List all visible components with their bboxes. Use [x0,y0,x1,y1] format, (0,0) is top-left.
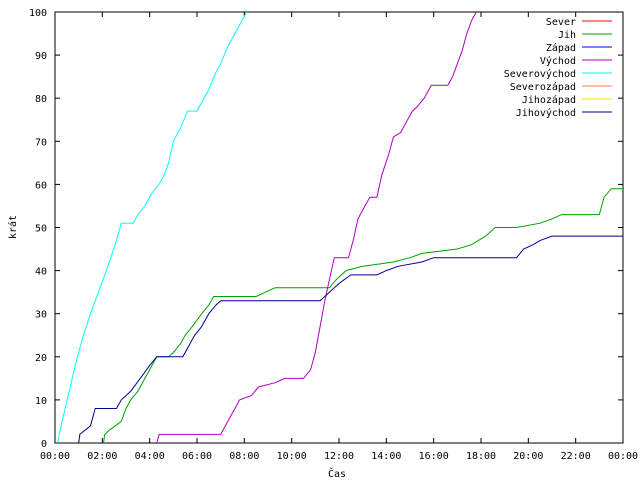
legend-label-jihozápad: Jihozápad [522,94,576,106]
y-tick-label: 90 [35,51,47,62]
legend-label-severozápad: Severozápad [510,81,576,93]
x-axis-label: Čas [328,467,346,480]
y-tick-label: 100 [29,8,47,19]
x-tick-label: 10:00 [277,451,307,462]
y-tick-label: 50 [35,224,47,235]
x-tick-label: 20:00 [513,451,543,462]
y-tick-label: 80 [35,94,47,105]
legend-label-sever: Sever [546,17,576,28]
legend-label-severovýchod: Severovýchod [504,68,576,80]
series-line-východ [156,11,477,444]
x-tick-label: 14:00 [371,451,401,462]
y-tick-label: 30 [35,310,47,321]
x-tick-label: 02:00 [87,451,117,462]
x-tick-label: 04:00 [135,451,165,462]
legend-label-východ: Východ [540,55,576,67]
x-tick-label: 06:00 [182,451,212,462]
y-tick-label: 70 [35,137,47,148]
x-tick-label: 08:00 [229,451,259,462]
legend-label-jihovýchod: Jihovýchod [516,107,576,119]
y-tick-label: 0 [41,439,47,450]
x-tick-label: 12:00 [324,451,354,462]
y-tick-label: 10 [35,396,47,407]
y-tick-label: 40 [35,267,47,278]
series-line-severovýchod [56,11,248,444]
x-tick-label: 22:00 [561,451,591,462]
x-tick-label: 18:00 [466,451,496,462]
series-line-jihovýchod [78,235,623,444]
legend-label-jih: Jih [558,30,576,41]
y-tick-label: 60 [35,180,47,191]
y-tick-label: 20 [35,353,47,364]
legend-label-západ: Západ [546,42,576,54]
series-line-jih [103,188,623,444]
x-tick-label: 00:00 [608,451,638,462]
x-tick-label: 00:00 [40,451,70,462]
series-lines [56,11,623,444]
legend: Sever JihZápadVýchodSeverovýchodSeverozáp… [504,17,612,119]
y-axis-label: krát [7,215,19,239]
x-tick-label: 16:00 [419,451,449,462]
